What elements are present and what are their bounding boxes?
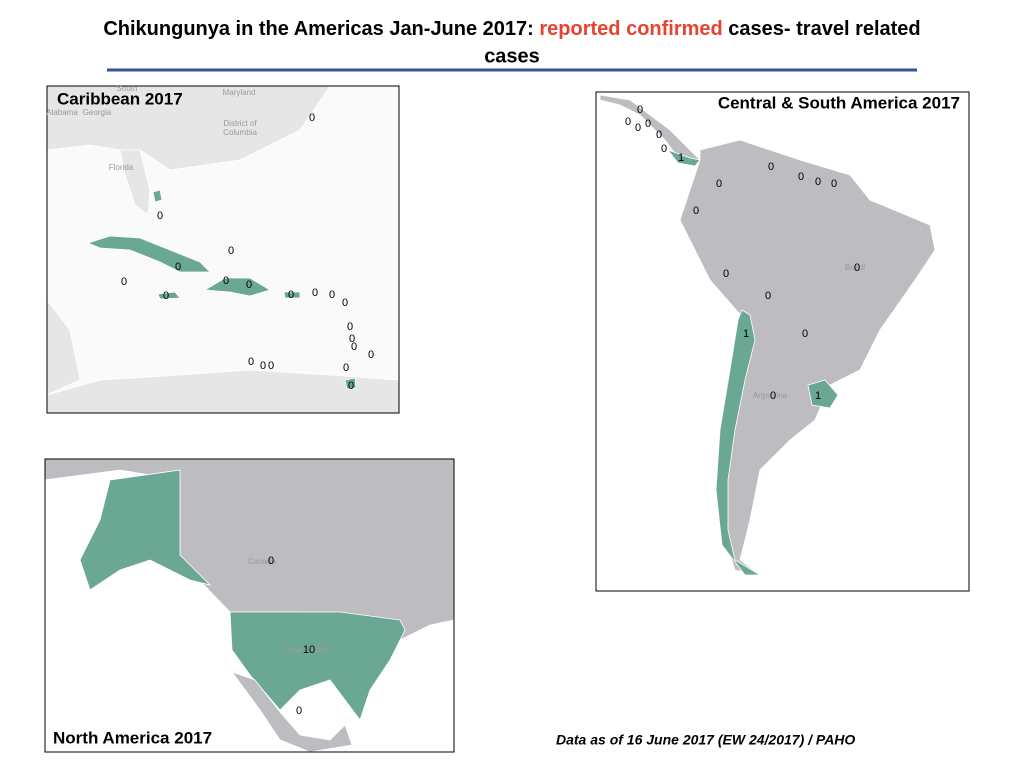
footnote: Data as of 16 June 2017 (EW 24/2017) / P… bbox=[556, 732, 855, 748]
case-count: 0 bbox=[368, 349, 374, 361]
case-count: 0 bbox=[296, 705, 302, 717]
case-count: 0 bbox=[163, 290, 169, 302]
place-label: Georgia bbox=[83, 108, 112, 117]
panel-title: North America 2017 bbox=[53, 728, 212, 747]
place-label: District of bbox=[223, 119, 257, 128]
case-count: 0 bbox=[765, 290, 771, 302]
place-label: South bbox=[117, 84, 138, 93]
south-america-frame bbox=[595, 91, 970, 592]
case-count: 0 bbox=[656, 129, 662, 141]
case-count: 0 bbox=[343, 362, 349, 374]
panel-title: Caribbean 2017 bbox=[57, 89, 183, 108]
case-count: 0 bbox=[349, 333, 355, 345]
case-count: 0 bbox=[342, 297, 348, 309]
case-count: 1 bbox=[815, 390, 821, 402]
case-count: 1 bbox=[678, 152, 684, 164]
case-count: 0 bbox=[348, 380, 354, 392]
case-count: 0 bbox=[645, 118, 651, 130]
north-america-map bbox=[45, 459, 454, 752]
case-count: 0 bbox=[268, 555, 274, 567]
place-label: Florida bbox=[109, 163, 134, 172]
case-count: 0 bbox=[802, 328, 808, 340]
title: Chikungunya in the Americas Jan-June 201… bbox=[103, 18, 920, 40]
case-count: 0 bbox=[121, 276, 127, 288]
case-count: 0 bbox=[157, 210, 163, 222]
case-count: 0 bbox=[815, 176, 821, 188]
case-count: 0 bbox=[351, 341, 357, 353]
case-count: 0 bbox=[723, 268, 729, 280]
case-count: 0 bbox=[347, 321, 353, 333]
case-count: 0 bbox=[268, 360, 274, 372]
north-america-frame bbox=[44, 458, 455, 753]
case-count: 0 bbox=[248, 356, 254, 368]
caribbean-map bbox=[47, 86, 399, 413]
case-count: 0 bbox=[309, 112, 315, 124]
caribbean-frame bbox=[46, 85, 400, 414]
case-count: 0 bbox=[854, 262, 860, 274]
place-label: Columbia bbox=[223, 128, 257, 137]
case-count: 10 bbox=[303, 644, 315, 656]
case-count: 0 bbox=[288, 289, 294, 301]
case-count: 0 bbox=[260, 360, 266, 372]
case-count: 0 bbox=[329, 289, 335, 301]
south-america-map bbox=[599, 94, 936, 576]
case-count: 0 bbox=[768, 161, 774, 173]
case-count: 0 bbox=[693, 205, 699, 217]
case-count: 0 bbox=[223, 275, 229, 287]
case-count: 0 bbox=[770, 390, 776, 402]
case-count: 0 bbox=[228, 245, 234, 257]
case-count: 0 bbox=[175, 261, 181, 273]
case-count: 1 bbox=[743, 328, 749, 340]
place-label: Brazil bbox=[845, 263, 865, 272]
place-label: Argentina bbox=[753, 391, 788, 400]
case-count: 0 bbox=[312, 287, 318, 299]
place-label: Alabama bbox=[46, 108, 78, 117]
case-count: 0 bbox=[716, 178, 722, 190]
case-count: 0 bbox=[246, 279, 252, 291]
place-label: Maryland bbox=[223, 88, 256, 97]
case-count: 0 bbox=[625, 116, 631, 128]
case-count: 0 bbox=[637, 104, 643, 116]
case-count: 0 bbox=[661, 143, 667, 155]
case-count: 0 bbox=[798, 171, 804, 183]
title-line2: cases bbox=[484, 45, 540, 67]
panel-title: Central & South America 2017 bbox=[718, 93, 960, 112]
place-label: Canada bbox=[248, 557, 277, 566]
place-label: United States bbox=[283, 645, 331, 654]
case-count: 0 bbox=[831, 178, 837, 190]
case-count: 0 bbox=[635, 122, 641, 134]
